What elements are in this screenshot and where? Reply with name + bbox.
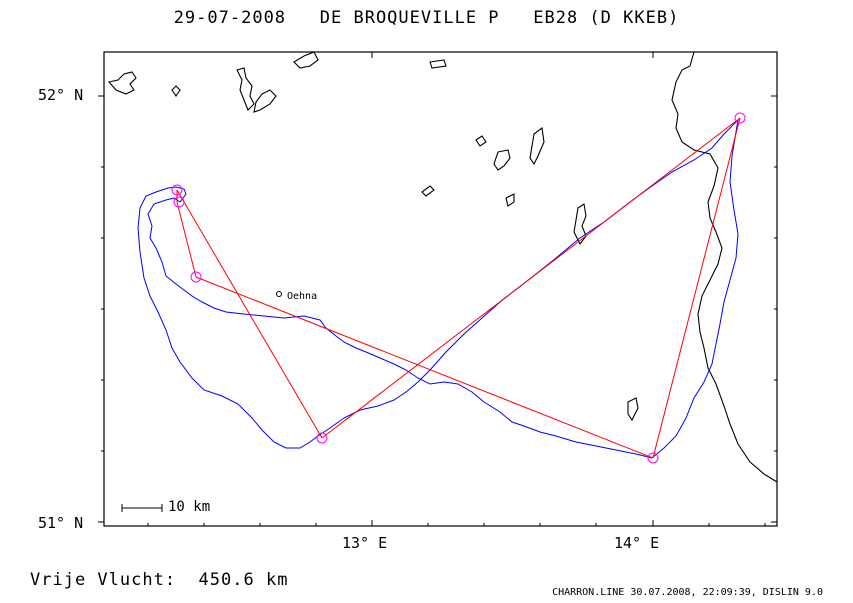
lake-outline [236,67,255,111]
lake-outline [627,397,639,422]
lake-outline [253,89,277,113]
distance-summary: Vrije Vlucht: 450.6 km [30,570,288,590]
turnpoint-marker [647,452,659,464]
lake-outline [529,127,545,166]
lat-label-51: 51° N [38,514,84,532]
state-border [671,51,778,483]
lakes-and-borders [107,51,778,483]
task-leg [176,189,323,439]
task-leg [321,117,741,439]
lake-outline [421,185,435,197]
distance-value: 450.6 km [198,570,289,590]
lon-label-13: 13° E [342,534,388,552]
lake-outline [505,193,515,207]
axis-ticks [98,52,777,526]
town-marker [276,291,282,297]
turnpoint-marker [316,432,328,444]
task-legs [176,117,741,459]
credit-line: CHARRON.LINE 30.07.2008, 22:09:39, DISLI… [552,587,823,598]
lake-outline [493,149,511,171]
lake-outline [171,85,181,97]
lake-outline [293,51,319,69]
glider-registration: EB28 (D KKEB) [533,8,680,28]
gps-track [137,119,739,459]
map-canvas [98,51,778,527]
lake-outline [475,135,487,147]
lat-label-52: 52° N [38,86,84,104]
turnpoints [171,112,746,464]
scale-bar [121,504,163,512]
town-label: Oehna [287,291,318,302]
lake-outline [429,59,447,69]
scale-label: 10 km [168,499,211,515]
map-border [103,51,778,527]
flight-date: 29-07-2008 [173,8,287,28]
chart-title: 29-07-2008 DE BROQUEVILLE P EB28 (D KKEB… [0,8,853,28]
turnpoint-marker [173,196,185,208]
lake-outline [107,71,137,95]
pilot-name: DE BROQUEVILLE P [319,8,500,28]
turnpoint-marker [190,271,202,283]
task-leg [176,201,197,278]
distance-label: Vrije Vlucht: [30,570,177,590]
turnpoint-marker [734,112,746,124]
task-leg [652,117,741,459]
turnpoint-marker [171,184,183,196]
lon-label-14: 14° E [614,534,660,552]
task-leg [195,276,654,459]
map-frame [98,51,778,527]
